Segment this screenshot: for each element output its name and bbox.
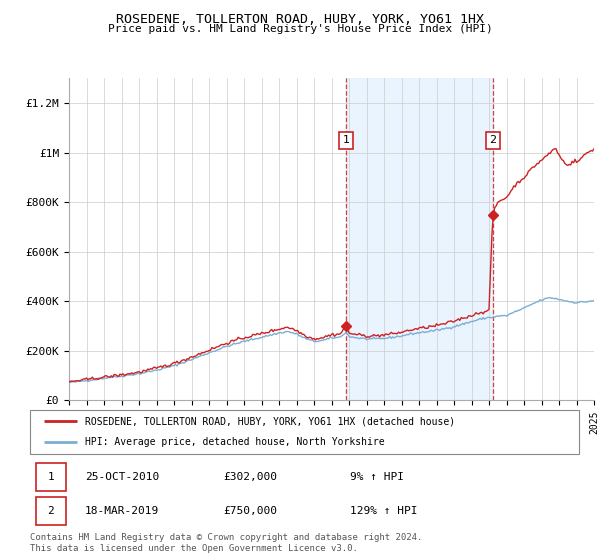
Text: Contains HM Land Registry data © Crown copyright and database right 2024.
This d: Contains HM Land Registry data © Crown c… <box>30 533 422 553</box>
Text: 1: 1 <box>47 473 54 482</box>
Text: 1: 1 <box>343 136 349 146</box>
FancyBboxPatch shape <box>35 464 66 492</box>
Text: 18-MAR-2019: 18-MAR-2019 <box>85 506 160 516</box>
Text: 129% ↑ HPI: 129% ↑ HPI <box>350 506 418 516</box>
Text: 9% ↑ HPI: 9% ↑ HPI <box>350 473 404 482</box>
Text: Price paid vs. HM Land Registry's House Price Index (HPI): Price paid vs. HM Land Registry's House … <box>107 24 493 34</box>
Text: £302,000: £302,000 <box>223 473 277 482</box>
Text: £750,000: £750,000 <box>223 506 277 516</box>
FancyBboxPatch shape <box>30 410 579 454</box>
Text: HPI: Average price, detached house, North Yorkshire: HPI: Average price, detached house, Nort… <box>85 437 385 447</box>
Text: ROSEDENE, TOLLERTON ROAD, HUBY, YORK, YO61 1HX (detached house): ROSEDENE, TOLLERTON ROAD, HUBY, YORK, YO… <box>85 416 455 426</box>
Text: ROSEDENE, TOLLERTON ROAD, HUBY, YORK, YO61 1HX: ROSEDENE, TOLLERTON ROAD, HUBY, YORK, YO… <box>116 13 484 26</box>
Bar <box>346 78 493 400</box>
Text: 2: 2 <box>47 506 54 516</box>
Text: 2: 2 <box>489 136 496 146</box>
Text: 25-OCT-2010: 25-OCT-2010 <box>85 473 160 482</box>
FancyBboxPatch shape <box>35 497 66 525</box>
